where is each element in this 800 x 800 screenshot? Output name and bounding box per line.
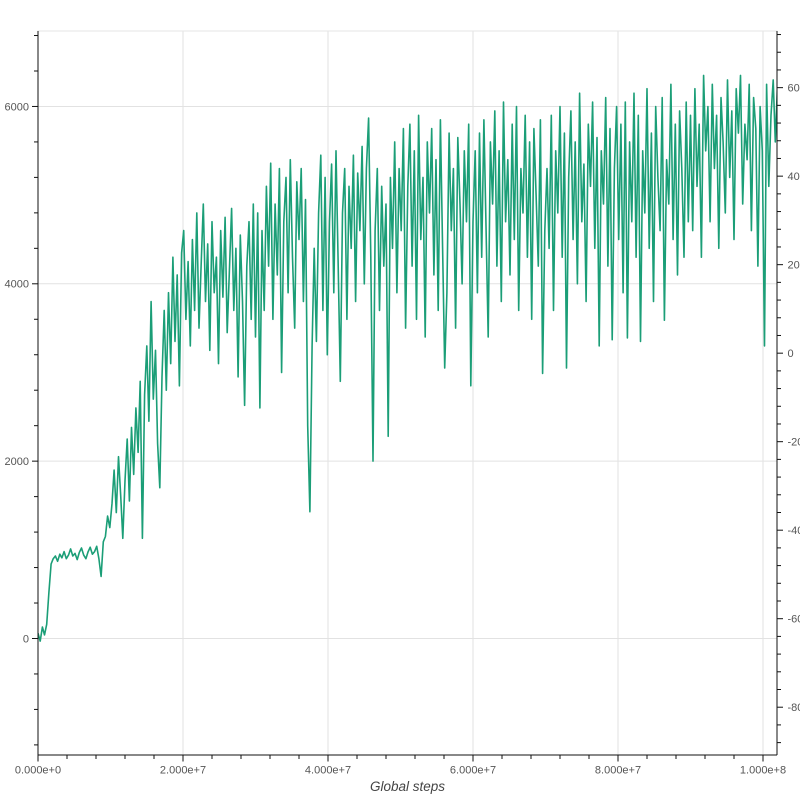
x-tick-label: 4.000e+7 — [305, 765, 351, 777]
y-left-tick-label: 6000 — [5, 101, 29, 113]
tick-marks — [32, 34, 783, 762]
y-right-tick-label: 20 — [788, 259, 800, 271]
y-right-tick-label: -20 — [788, 436, 800, 448]
axes — [37, 31, 778, 756]
x-tick-label: 1.000e+8 — [740, 765, 786, 777]
y-left-tick-label: 0 — [23, 633, 29, 645]
tick-labels: 0 2000 4000 6000 -80 -60 -40 -20 0 20 40 60 0.000e+0… — [5, 82, 800, 776]
y-left-tick-label: 4000 — [5, 279, 29, 291]
y-right-tick-label: 60 — [788, 82, 800, 94]
x-tick-label: 2.000e+7 — [160, 765, 206, 777]
x-tick-label: 6.000e+7 — [450, 765, 496, 777]
x-axis-label: Global steps — [370, 779, 445, 794]
x-tick-label: 8.000e+7 — [595, 765, 641, 777]
series-line-training-curve — [38, 74, 777, 642]
y-right-tick-label: -60 — [788, 613, 800, 625]
y-right-tick-label: -40 — [788, 525, 800, 537]
y-left-tick-label: 2000 — [5, 456, 29, 468]
y-right-tick-label: -80 — [788, 702, 800, 714]
y-right-tick-label: 40 — [788, 171, 800, 183]
y-right-tick-label: 0 — [788, 348, 794, 360]
chart-render-root: 0 2000 4000 6000 -80 -60 -40 -20 0 20 40 60 0.000e+0… — [5, 30, 800, 777]
x-tick-label: 0.000e+0 — [15, 765, 61, 777]
